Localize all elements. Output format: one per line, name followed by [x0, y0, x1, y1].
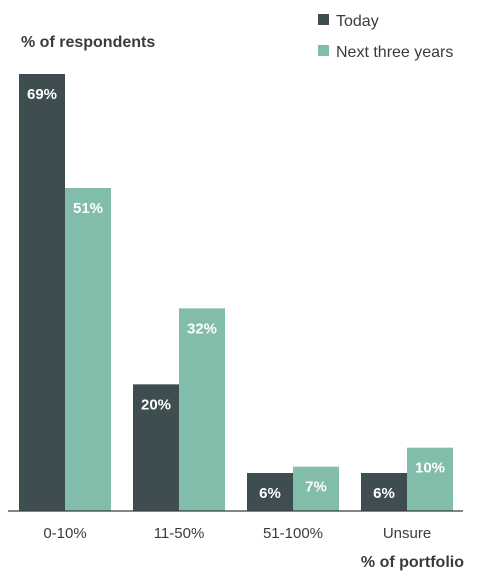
y-axis-label: % of respondents [21, 34, 155, 51]
data-label-next-three-years-unsure: 10% [415, 460, 445, 477]
bar-next-three-years-11-50 [179, 308, 225, 511]
bar-next-three-years-unsure [407, 447, 453, 511]
data-label-today-unsure: 6% [373, 485, 395, 502]
data-label-next-three-years-11-50: 32% [187, 320, 217, 337]
legend-label-next-three-years: Next three years [336, 44, 453, 61]
bar-today-unsure [361, 473, 407, 511]
data-label-today-0-10: 69% [27, 86, 57, 103]
data-label-next-three-years-0-10: 51% [73, 200, 103, 217]
bar-today-51-100 [247, 473, 293, 511]
data-label-today-51-100: 6% [259, 485, 281, 502]
category-label-11-50: 11-50% [154, 525, 205, 542]
category-label-unsure: Unsure [383, 525, 431, 542]
category-labels-group: 0-10% 11-50% 51-100% Unsure [43, 525, 431, 542]
bars-group: 69% 51% 20% 32% 6% 7% 6% 10% [19, 74, 453, 511]
category-label-51-100: 51-100% [263, 525, 323, 542]
legend-label-today: Today [336, 13, 379, 30]
x-axis-label: % of portfolio [361, 554, 464, 571]
bar-today-0-10 [19, 74, 65, 511]
bar-today-11-50 [133, 384, 179, 511]
legend-swatch-next-three-years [318, 45, 329, 56]
legend-swatch-today [318, 14, 329, 25]
bar-next-three-years-0-10 [65, 188, 111, 511]
bar-next-three-years-51-100 [293, 466, 339, 511]
data-label-today-11-50: 20% [141, 396, 171, 413]
category-label-0-10: 0-10% [43, 525, 86, 542]
data-label-next-three-years-51-100: 7% [305, 479, 327, 496]
legend: Today Next three years [318, 13, 453, 61]
